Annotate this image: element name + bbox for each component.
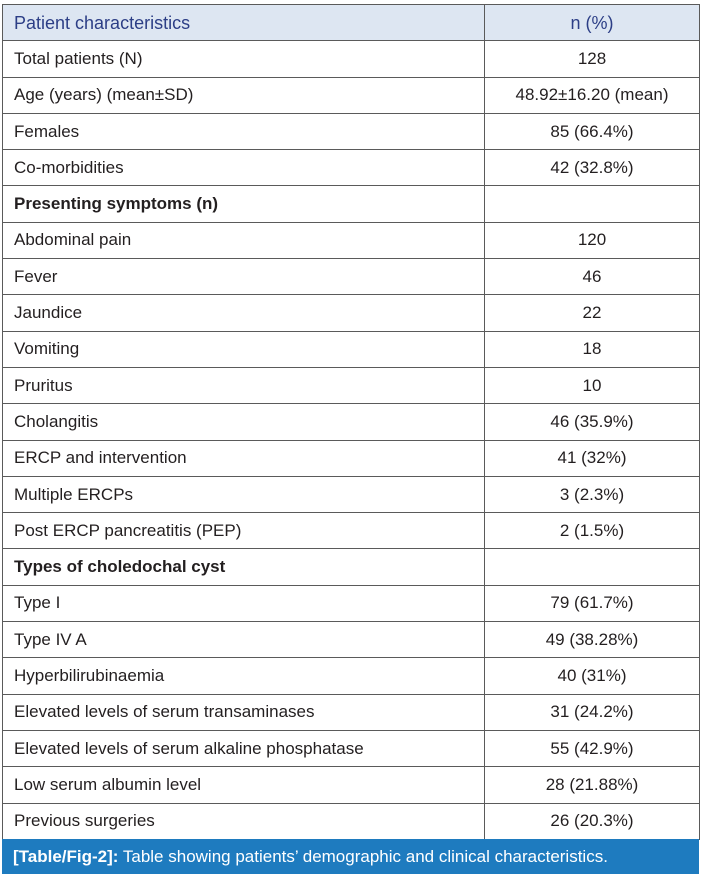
section-header-row: Types of choledochal cyst xyxy=(2,548,700,586)
row-value: 26 (20.3%) xyxy=(484,802,700,840)
header-n-percent: n (%) xyxy=(484,3,700,42)
row-label: Type IV A xyxy=(2,621,485,659)
table-row: Co-morbidities 42 (32.8%) xyxy=(2,149,700,187)
table-row: Cholangitis 46 (35.9%) xyxy=(2,403,700,441)
table-caption: [Table/Fig-2]: Table showing patients’ d… xyxy=(2,838,699,874)
row-value: 46 xyxy=(484,258,700,296)
row-label: Type I xyxy=(2,584,485,623)
row-value: 79 (61.7%) xyxy=(484,584,700,623)
row-value: 22 xyxy=(484,294,700,332)
section-title: Presenting symptoms (n) xyxy=(2,185,485,223)
row-value: 18 xyxy=(484,330,700,368)
row-label: Pruritus xyxy=(2,366,485,405)
row-label: Previous surgeries xyxy=(2,802,485,840)
row-value: 10 xyxy=(484,366,700,405)
row-label: Jaundice xyxy=(2,294,485,332)
row-value: 28 (21.88%) xyxy=(484,766,700,804)
table-row: Post ERCP pancreatitis (PEP) 2 (1.5%) xyxy=(2,512,700,550)
row-value: 48.92±16.20 (mean) xyxy=(484,76,700,114)
table-row: ERCP and intervention 41 (32%) xyxy=(2,439,700,477)
table-row: Elevated levels of serum transaminases 3… xyxy=(2,693,700,731)
row-value: 3 (2.3%) xyxy=(484,475,700,514)
header-patient-characteristics: Patient characteristics xyxy=(2,3,485,42)
row-label: Elevated levels of serum alkaline phosph… xyxy=(2,729,485,768)
row-label: Low serum albumin level xyxy=(2,766,485,804)
table-row: Jaundice 22 xyxy=(2,294,700,332)
row-value: 120 xyxy=(484,221,700,260)
row-label: Vomiting xyxy=(2,330,485,368)
row-label: Elevated levels of serum transaminases xyxy=(2,693,485,731)
table-row: Females 85 (66.4%) xyxy=(2,112,700,151)
table-row: Pruritus 10 xyxy=(2,366,700,405)
table-row: Multiple ERCPs 3 (2.3%) xyxy=(2,475,700,514)
table-row: Elevated levels of serum alkaline phosph… xyxy=(2,729,700,768)
row-label: Post ERCP pancreatitis (PEP) xyxy=(2,512,485,550)
row-label: Hyperbilirubinaemia xyxy=(2,657,485,695)
table-row: Type I 79 (61.7%) xyxy=(2,584,700,623)
table-row: Previous surgeries 26 (20.3%) xyxy=(2,802,700,840)
row-label: Co-morbidities xyxy=(2,149,485,187)
row-value: 31 (24.2%) xyxy=(484,693,700,731)
row-label: Multiple ERCPs xyxy=(2,475,485,514)
table-row: Vomiting 18 xyxy=(2,330,700,368)
table-row: Total patients (N) 128 xyxy=(2,40,700,78)
table-row: Age (years) (mean±SD) 48.92±16.20 (mean) xyxy=(2,76,700,114)
table-header-row: Patient characteristics n (%) xyxy=(2,3,700,42)
table-row: Hyperbilirubinaemia 40 (31%) xyxy=(2,657,700,695)
row-value: 41 (32%) xyxy=(484,439,700,477)
row-value: 49 (38.28%) xyxy=(484,621,700,659)
characteristics-table: Patient characteristics n (%) Total pati… xyxy=(2,3,700,840)
row-value: 55 (42.9%) xyxy=(484,729,700,768)
caption-tag: [Table/Fig-2]: xyxy=(13,846,119,866)
table-row: Abdominal pain 120 xyxy=(2,221,700,260)
row-label: Total patients (N) xyxy=(2,40,485,78)
row-value xyxy=(484,548,700,586)
row-value: 85 (66.4%) xyxy=(484,112,700,151)
row-label: ERCP and intervention xyxy=(2,439,485,477)
row-value xyxy=(484,185,700,223)
row-label: Age (years) (mean±SD) xyxy=(2,76,485,114)
table-figure: Patient characteristics n (%) Total pati… xyxy=(2,3,700,874)
row-value: 2 (1.5%) xyxy=(484,512,700,550)
row-label: Abdominal pain xyxy=(2,221,485,260)
row-value: 128 xyxy=(484,40,700,78)
table-row: Low serum albumin level 28 (21.88%) xyxy=(2,766,700,804)
section-title: Types of choledochal cyst xyxy=(2,548,485,586)
row-value: 46 (35.9%) xyxy=(484,403,700,441)
row-label: Females xyxy=(2,112,485,151)
row-value: 40 (31%) xyxy=(484,657,700,695)
caption-text: Table showing patients’ demographic and … xyxy=(118,846,608,866)
row-value: 42 (32.8%) xyxy=(484,149,700,187)
row-label: Fever xyxy=(2,258,485,296)
table-row: Type IV A 49 (38.28%) xyxy=(2,621,700,659)
section-header-row: Presenting symptoms (n) xyxy=(2,185,700,223)
row-label: Cholangitis xyxy=(2,403,485,441)
table-row: Fever 46 xyxy=(2,258,700,296)
